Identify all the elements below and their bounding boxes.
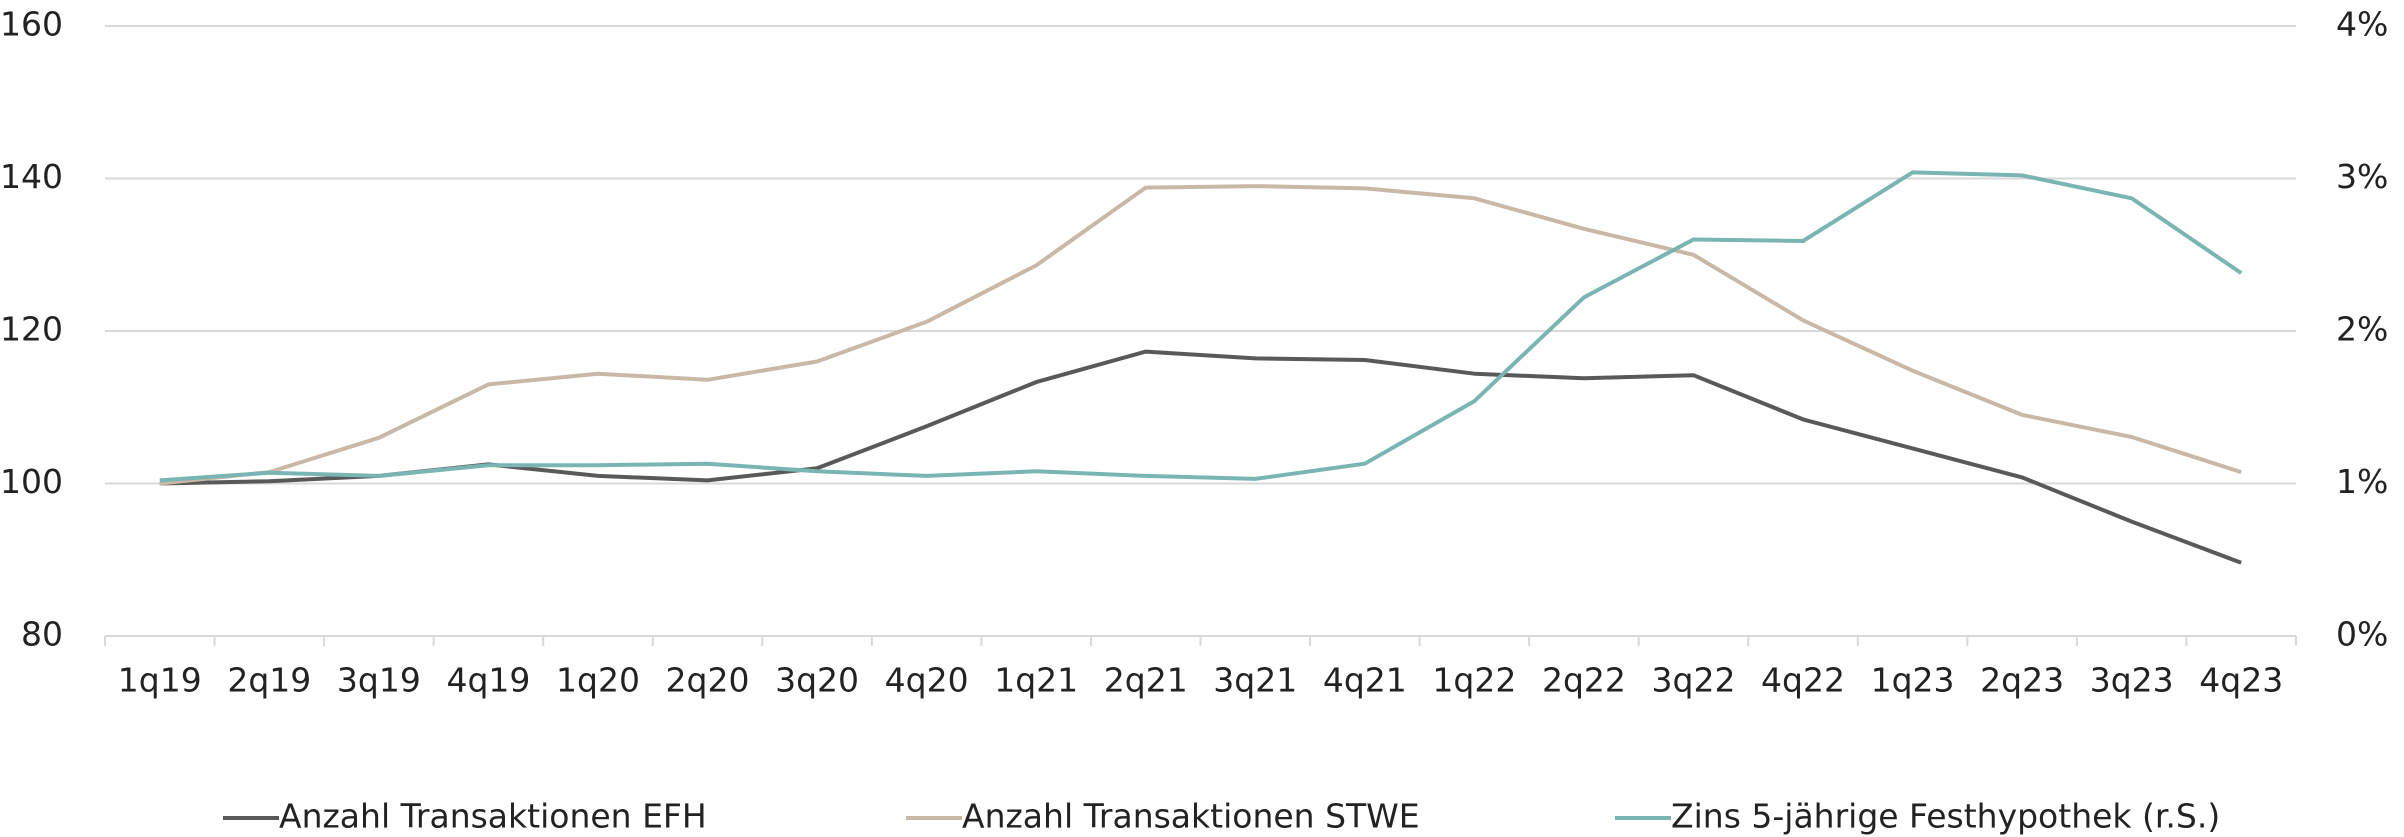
x-tick-label: 1q20 — [556, 661, 640, 700]
x-tick-label: 2q19 — [227, 661, 311, 700]
line-series — [159, 349, 2242, 565]
x-tick-label: 2q21 — [1104, 661, 1188, 700]
legend-label: Anzahl Transaktionen EFH — [279, 797, 707, 836]
legend-label: Zins 5-jährige Festhypothek (r.S.) — [1671, 797, 2220, 836]
x-tick-label: 1q22 — [1432, 661, 1516, 700]
x-tick-label: 3q22 — [1652, 661, 1736, 700]
x-tick-label: 3q21 — [1213, 661, 1297, 700]
x-tick-label: 4q20 — [885, 661, 969, 700]
y-tick-label: 160 — [0, 5, 63, 44]
y2-tick-label: 3% — [2336, 157, 2388, 196]
legend-label: Anzahl Transaktionen STWE — [962, 797, 1420, 836]
x-tick-label: 3q23 — [2090, 661, 2174, 700]
y-tick-label: 140 — [0, 157, 63, 196]
x-tick-label: 2q23 — [1980, 661, 2064, 700]
x-tick-label: 1q23 — [1871, 661, 1955, 700]
x-tick-label: 4q22 — [1761, 661, 1845, 700]
y2-tick-label: 1% — [2336, 462, 2388, 501]
x-tick-label: 4q19 — [446, 661, 530, 700]
y2-tick-label: 2% — [2336, 310, 2388, 349]
x-tick-label: 4q23 — [2199, 661, 2283, 700]
line-series — [159, 184, 2242, 486]
x-tick-label: 1q21 — [994, 661, 1078, 700]
x-tick-label: 3q19 — [337, 661, 421, 700]
y-tick-label: 100 — [0, 462, 63, 501]
x-tick-label: 3q20 — [775, 661, 859, 700]
x-tick-label: 4q21 — [1323, 661, 1407, 700]
y-tick-label: 120 — [0, 310, 63, 349]
x-tick-label: 1q19 — [118, 661, 202, 700]
y-tick-label: 80 — [21, 615, 63, 654]
x-tick-label: 2q22 — [1542, 661, 1626, 700]
x-tick-label: 2q20 — [666, 661, 750, 700]
y2-tick-label: 0% — [2336, 615, 2388, 654]
line-series — [159, 170, 2243, 483]
y2-tick-label: 4% — [2336, 5, 2388, 44]
